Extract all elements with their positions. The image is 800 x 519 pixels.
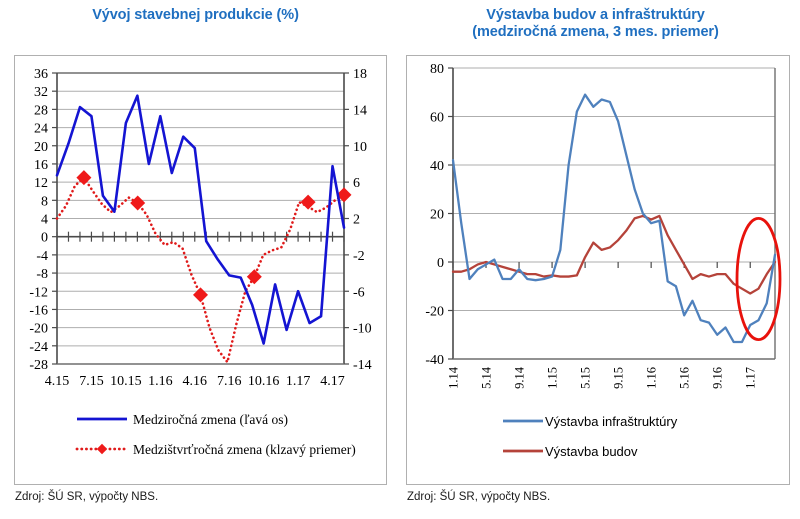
- x-axis-tick-label: 5.15: [579, 367, 593, 389]
- highlight-ellipse-annotation: [735, 216, 782, 341]
- x-axis-tick-label: 4.17: [320, 374, 345, 389]
- series-marker-diamond: [130, 195, 146, 211]
- left-axis-tick-label: -28: [29, 358, 48, 373]
- right-axis-tick-label: 14: [353, 103, 367, 118]
- left-axis-tick-label: 20: [34, 140, 48, 155]
- right-chart-legend: Výstavba infraštruktúry Výstavba budov: [503, 414, 678, 459]
- left-axis-tick-label: -4: [36, 249, 48, 264]
- x-axis-tick-label: 9.14: [513, 366, 527, 389]
- x-axis-tick-label: 9.15: [612, 367, 626, 389]
- right-axis-tick-label: -2: [353, 249, 365, 264]
- x-axis-tick-label: 10.16: [248, 374, 280, 389]
- right-chart-svg: 80 60 40 20 0 -20 -401.14 5.14 9.14 1.15 5.15 9.15 1…: [425, 62, 782, 459]
- value-axis-tick-label: -40: [425, 353, 444, 368]
- legend-label-buildings: Výstavba budov: [545, 444, 638, 459]
- x-axis-tick-label: 9.16: [711, 367, 725, 389]
- legend-marker-diamond: [96, 443, 108, 455]
- x-axis-tick-label: 7.15: [79, 374, 104, 389]
- x-axis-tick-label: 1.14: [447, 366, 461, 389]
- right-axis-tick-label: 6: [353, 176, 360, 191]
- left-axis-tick-label: -20: [29, 322, 48, 337]
- series-line-annual-change: [55, 94, 346, 345]
- left-chart-svg: 36 32 28 24 20 16 12 8 4 0 -4 -8 -12 -16 -20 -24 -28 18 14…: [29, 67, 371, 457]
- x-axis-tick-label: 1.15: [546, 367, 560, 389]
- series-line-infrastructure: [451, 93, 777, 344]
- right-axis-tick-label: 10: [353, 140, 367, 155]
- right-panel-title-line1: Výstavba budov a infraštruktúry: [486, 7, 705, 23]
- right-axis-tick-label: 2: [353, 213, 360, 228]
- value-axis-tick-label: -20: [425, 305, 444, 320]
- series-marker-diamond: [246, 269, 262, 285]
- left-chart-panel: Vývoj stavebnej produkcie (%) 36 32 28 24 20…: [0, 0, 397, 519]
- right-source-note: Zdroj: ŠÚ SR, výpočty NBS.: [407, 491, 551, 503]
- right-plot-group: 80 60 40 20 0 -20 -401.14 5.14 9.14 1.15 5.15 9.15 1…: [425, 62, 782, 389]
- left-axis-tick-label: 24: [34, 122, 48, 137]
- left-chart-legend: Medziročná zmena (ľavá os) Medzištvrťročn…: [75, 412, 356, 457]
- legend-label-annual-change: Medziročná zmena (ľavá os): [133, 412, 288, 427]
- x-axis-tick-label: 1.17: [744, 367, 758, 389]
- left-source-note: Zdroj: ŠÚ SR, výpočty NBS.: [15, 491, 159, 503]
- left-chart-frame: 36 32 28 24 20 16 12 8 4 0 -4 -8 -12 -16 -20 -24 -28 18 14…: [14, 55, 387, 485]
- value-axis-tick-label: 60: [430, 111, 444, 126]
- right-panel-title-line2: (medziročná zmena, 3 mes. priemer): [472, 24, 719, 40]
- series-marker-diamond: [336, 187, 352, 203]
- legend-label-infrastructure: Výstavba infraštruktúry: [545, 414, 678, 429]
- left-axis-tick-label: -16: [29, 303, 48, 318]
- left-axis-tick-label: -24: [29, 340, 48, 355]
- left-panel-title: Vývoj stavebnej produkcie (%): [92, 7, 299, 23]
- right-axis-tick-label: -6: [353, 285, 365, 300]
- x-axis-tick-label: 1.17: [286, 374, 311, 389]
- series-marker-diamond: [300, 194, 316, 210]
- x-axis-tick-label: 5.16: [678, 367, 692, 389]
- x-axis-tick-label: 1.16: [148, 374, 173, 389]
- left-axis-tick-label: -12: [29, 285, 48, 300]
- right-chart-frame: 80 60 40 20 0 -20 -40 1.14 5.14 9.14 1.15 5.15 9.15 1…: [406, 55, 790, 485]
- series-marker-diamond: [76, 170, 92, 186]
- left-axis-tick-label: 12: [34, 176, 48, 191]
- left-plot-group: 36 32 28 24 20 16 12 8 4 0 -4 -8 -12 -16 -20 -24 -28 18 14…: [29, 67, 371, 389]
- x-axis-tick-label: 1.16: [645, 367, 659, 389]
- right-axis-tick-label: -14: [353, 358, 372, 373]
- legend-label-quarterly-change: Medzištvrťročná zmena (klzavý priemer): [133, 442, 356, 457]
- left-axis-tick-label: 8: [41, 194, 48, 209]
- left-axis-tick-label: 4: [41, 213, 48, 228]
- left-axis-tick-label: 36: [34, 67, 48, 82]
- series-line-buildings: [451, 214, 777, 295]
- x-axis-tick-label: 4.15: [45, 374, 70, 389]
- left-axis-tick-label: 32: [34, 85, 48, 100]
- series-line-quarterly-change: [55, 175, 346, 366]
- x-axis-tick-label: 10.15: [110, 374, 142, 389]
- left-axis-tick-label: 16: [34, 158, 48, 173]
- x-axis-tick-label: 5.14: [480, 366, 494, 389]
- left-axis-tick-label: 28: [34, 103, 48, 118]
- value-axis-tick-label: 0: [437, 256, 444, 271]
- value-axis-tick-label: 80: [430, 62, 444, 77]
- value-axis-tick-label: 20: [430, 208, 444, 223]
- series-marker-diamond: [193, 287, 208, 303]
- left-axis-tick-label: 0: [41, 231, 48, 246]
- right-panel-title: Výstavba budov a infraštruktúry (medziro…: [397, 7, 794, 41]
- right-chart-panel: Výstavba budov a infraštruktúry (medziro…: [397, 0, 800, 519]
- x-axis-tick-label: 7.16: [217, 374, 242, 389]
- value-axis-tick-label: 40: [430, 159, 444, 174]
- right-axis-tick-label: -10: [353, 322, 372, 337]
- left-axis-tick-label: -8: [36, 267, 48, 282]
- x-axis-tick-label: 4.16: [183, 374, 208, 389]
- right-axis-tick-label: 18: [353, 67, 367, 82]
